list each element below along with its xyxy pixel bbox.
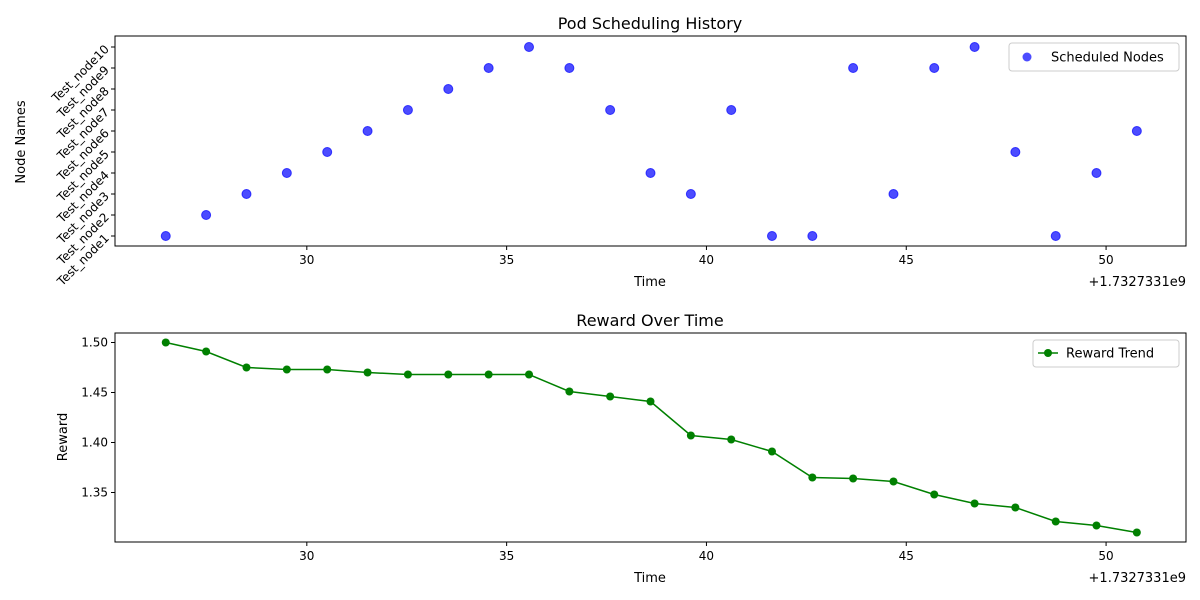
- reward-point: [282, 365, 291, 374]
- scatter-point: [1091, 168, 1102, 178]
- scatter-legend-label: Scheduled Nodes: [1051, 51, 1164, 66]
- scatter-point: [201, 210, 212, 220]
- reward-point: [1051, 517, 1060, 526]
- reward-point: [202, 347, 211, 356]
- reward-point: [161, 338, 170, 347]
- line-axes-frame: [114, 332, 1187, 543]
- line-x-ticks: 30 35 40 45 50: [299, 542, 1114, 563]
- reward-point: [889, 477, 898, 486]
- scatter-x-ticks: 30 35 40 45 50: [299, 246, 1114, 267]
- scatter-point: [1010, 147, 1021, 157]
- reward-point: [808, 473, 817, 482]
- reward-point: [930, 490, 939, 499]
- scatter-x-offset-label: +1.7327331e9: [1089, 275, 1186, 290]
- scatter-xlabel: Time: [633, 275, 666, 290]
- scatter-point: [241, 189, 252, 199]
- scatter-point: [160, 231, 171, 241]
- line-y-tick-label: 1.35: [81, 486, 108, 500]
- scatter-x-tick-label: 50: [1098, 253, 1113, 267]
- line-title: Reward Over Time: [576, 311, 723, 330]
- scatter-point: [402, 105, 413, 115]
- scatter-x-tick-label: 30: [299, 253, 314, 267]
- scatter-point: [848, 63, 859, 73]
- scatter-point: [443, 84, 454, 94]
- scatter-point: [766, 231, 777, 241]
- reward-point: [484, 370, 493, 379]
- line-series: [161, 338, 1141, 537]
- scatter-point: [362, 126, 373, 136]
- line-xlabel: Time: [633, 571, 666, 586]
- line-x-tick-label: 30: [299, 549, 314, 563]
- line-x-offset-label: +1.7327331e9: [1089, 571, 1186, 586]
- reward-point: [646, 397, 655, 406]
- line-legend-marker: [1044, 349, 1052, 357]
- scatter-axes-frame: [114, 35, 1187, 247]
- scatter-title: Pod Scheduling History: [558, 14, 743, 33]
- scatter-legend-box: [1008, 42, 1180, 72]
- scatter-point: [726, 105, 737, 115]
- scatter-point: [969, 42, 980, 52]
- reward-point: [242, 363, 251, 372]
- reward-point: [767, 447, 776, 456]
- reward-point: [849, 474, 858, 483]
- line-x-tick-label: 35: [499, 549, 514, 563]
- reward-point: [525, 370, 534, 379]
- reward-point: [970, 499, 979, 508]
- reward-point: [686, 431, 695, 440]
- line-chart: Reward Over Time Time Reward +1.7327331e…: [56, 311, 1187, 586]
- scatter-point: [685, 189, 696, 199]
- scatter-point: [605, 105, 616, 115]
- line-legend-box: [1032, 339, 1180, 368]
- scatter-point: [1131, 126, 1142, 136]
- line-legend: Reward Trend: [1032, 339, 1180, 368]
- scatter-x-tick-label: 45: [899, 253, 914, 267]
- reward-point: [323, 365, 332, 374]
- scatter-ylabel: Node Names: [14, 100, 29, 183]
- line-y-tick-label: 1.40: [81, 436, 108, 450]
- scatter-x-tick-label: 35: [499, 253, 514, 267]
- reward-point: [1092, 521, 1101, 530]
- line-ylabel: Reward: [56, 413, 71, 461]
- reward-point: [727, 435, 736, 444]
- scatter-point: [929, 63, 940, 73]
- scatter-points: [160, 42, 1142, 241]
- reward-point: [1011, 503, 1020, 512]
- reward-point: [1132, 528, 1141, 537]
- line-y-ticks: 1.35 1.40 1.45 1.50: [81, 336, 115, 500]
- line-x-tick-label: 45: [899, 549, 914, 563]
- scatter-point: [564, 63, 575, 73]
- scatter-point: [645, 168, 656, 178]
- reward-point: [565, 387, 574, 396]
- reward-point: [403, 370, 412, 379]
- scatter-point: [483, 63, 494, 73]
- scatter-point: [888, 189, 899, 199]
- line-x-tick-label: 40: [699, 549, 714, 563]
- scatter-point: [524, 42, 535, 52]
- line-x-tick-label: 50: [1098, 549, 1113, 563]
- scatter-legend-marker: [1022, 52, 1032, 62]
- scatter-point: [1050, 231, 1061, 241]
- scatter-point: [281, 168, 292, 178]
- scatter-legend: Scheduled Nodes: [1008, 42, 1180, 72]
- line-y-tick-label: 1.50: [81, 336, 108, 350]
- reward-point: [444, 370, 453, 379]
- line-legend-label: Reward Trend: [1066, 347, 1154, 362]
- reward-point: [606, 392, 615, 401]
- reward-point: [363, 368, 372, 377]
- scatter-x-tick-label: 40: [699, 253, 714, 267]
- line-y-tick-label: 1.45: [81, 386, 108, 400]
- scatter-point: [807, 231, 818, 241]
- scatter-point: [322, 147, 333, 157]
